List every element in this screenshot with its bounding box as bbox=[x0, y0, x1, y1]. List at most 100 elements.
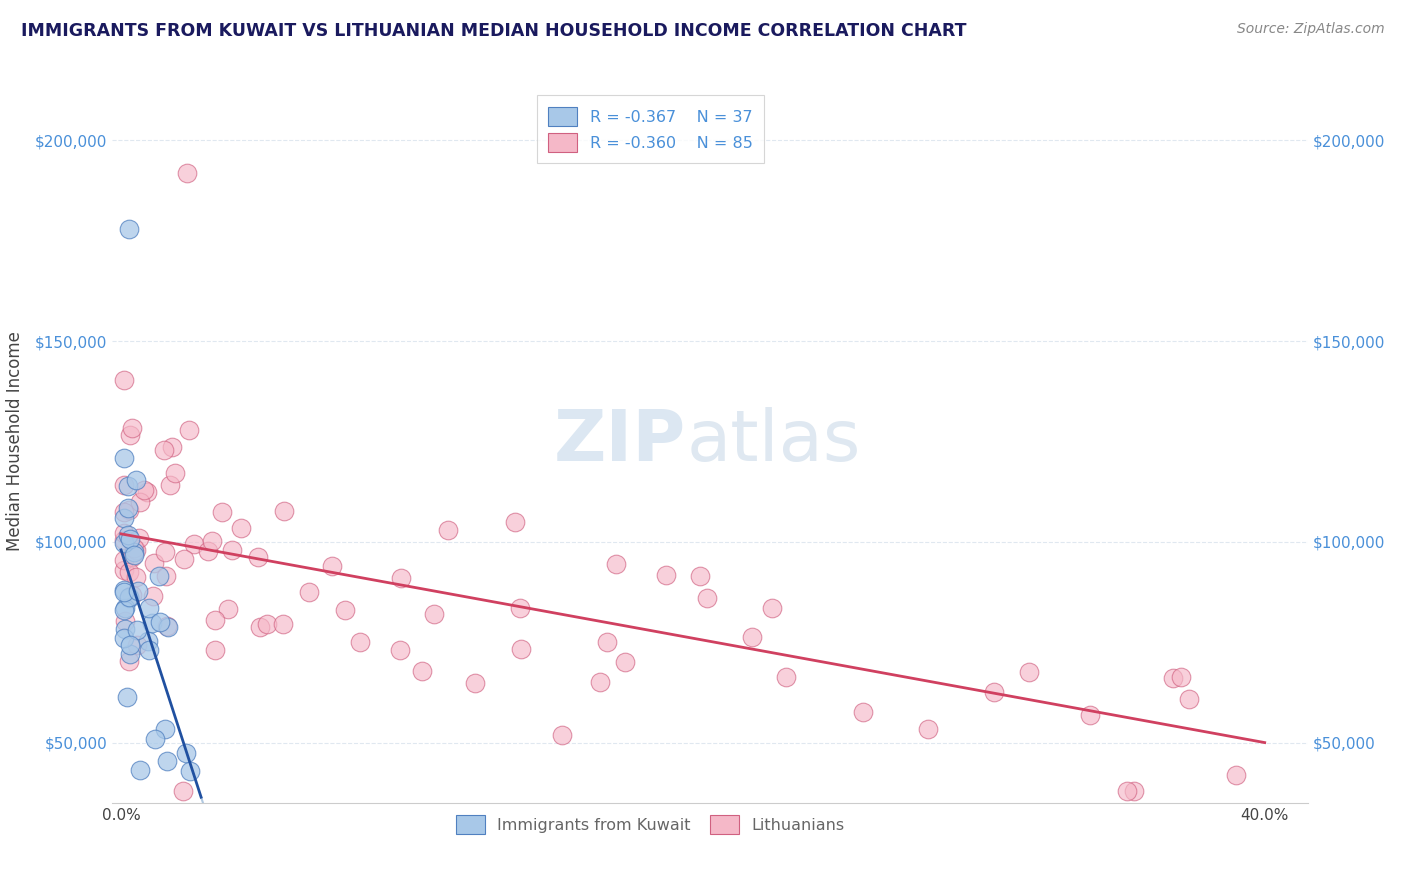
Point bbox=[120, 638, 142, 652]
Point bbox=[112, 533, 135, 548]
Point bbox=[503, 515, 526, 529]
Point bbox=[221, 543, 243, 558]
Point bbox=[422, 607, 444, 621]
Point bbox=[153, 722, 176, 736]
Point bbox=[852, 706, 875, 720]
Point bbox=[613, 655, 636, 669]
Point bbox=[152, 443, 174, 458]
Point bbox=[298, 584, 321, 599]
Point bbox=[1116, 784, 1139, 797]
Point bbox=[112, 553, 135, 567]
Point bbox=[389, 643, 412, 657]
Point bbox=[155, 568, 177, 582]
Point bbox=[121, 421, 143, 435]
Point bbox=[112, 451, 135, 466]
Point bbox=[128, 763, 150, 777]
Point bbox=[121, 588, 143, 602]
Text: ZIP: ZIP bbox=[554, 407, 686, 476]
Text: IMMIGRANTS FROM KUWAIT VS LITHUANIAN MEDIAN HOUSEHOLD INCOME CORRELATION CHART: IMMIGRANTS FROM KUWAIT VS LITHUANIAN MED… bbox=[21, 22, 966, 40]
Point bbox=[335, 602, 357, 616]
Point bbox=[118, 647, 141, 661]
Point bbox=[1170, 670, 1192, 684]
Y-axis label: Median Household Income: Median Household Income bbox=[6, 332, 24, 551]
Point bbox=[112, 582, 135, 597]
Point bbox=[655, 568, 678, 582]
Point bbox=[112, 505, 135, 519]
Point bbox=[589, 674, 612, 689]
Point bbox=[118, 590, 141, 604]
Point bbox=[159, 478, 181, 492]
Text: atlas: atlas bbox=[686, 407, 860, 476]
Point bbox=[138, 633, 160, 648]
Point bbox=[112, 632, 135, 646]
Point bbox=[761, 601, 783, 615]
Point bbox=[436, 523, 458, 537]
Point bbox=[149, 615, 172, 629]
Point bbox=[389, 571, 412, 585]
Point bbox=[156, 619, 179, 633]
Point bbox=[176, 165, 198, 179]
Point bbox=[217, 602, 239, 616]
Point bbox=[509, 641, 531, 656]
Point bbox=[349, 635, 371, 649]
Point bbox=[173, 552, 195, 566]
Point bbox=[464, 676, 486, 690]
Point bbox=[172, 784, 194, 797]
Point bbox=[143, 557, 166, 571]
Point bbox=[129, 495, 152, 509]
Point bbox=[273, 503, 295, 517]
Point bbox=[256, 617, 278, 632]
Point bbox=[135, 485, 157, 500]
Point bbox=[112, 584, 135, 599]
Point bbox=[229, 520, 252, 534]
Point bbox=[1080, 707, 1102, 722]
Point bbox=[128, 531, 150, 545]
Point bbox=[122, 545, 145, 559]
Point bbox=[112, 563, 135, 577]
Point bbox=[127, 584, 149, 599]
Point bbox=[118, 502, 141, 516]
Point bbox=[125, 570, 148, 584]
Point bbox=[122, 541, 145, 556]
Point bbox=[249, 620, 271, 634]
Point bbox=[138, 601, 160, 615]
Point bbox=[174, 746, 197, 760]
Point bbox=[596, 634, 619, 648]
Point bbox=[112, 536, 135, 550]
Point bbox=[117, 500, 139, 515]
Point bbox=[125, 623, 148, 637]
Point bbox=[1161, 671, 1184, 685]
Point bbox=[118, 221, 141, 235]
Point bbox=[1178, 691, 1201, 706]
Point bbox=[141, 616, 163, 631]
Point bbox=[1122, 784, 1144, 797]
Point bbox=[114, 614, 136, 628]
Point bbox=[160, 440, 183, 454]
Point bbox=[124, 543, 146, 558]
Point bbox=[125, 638, 148, 652]
Point bbox=[689, 569, 711, 583]
Point bbox=[509, 600, 531, 615]
Point bbox=[114, 622, 136, 636]
Text: Source: ZipAtlas.com: Source: ZipAtlas.com bbox=[1237, 22, 1385, 37]
Point bbox=[138, 643, 160, 657]
Point bbox=[983, 685, 1005, 699]
Point bbox=[917, 722, 939, 736]
Point bbox=[115, 690, 138, 705]
Point bbox=[118, 565, 141, 579]
Point bbox=[156, 620, 179, 634]
Point bbox=[411, 664, 433, 678]
Point bbox=[551, 729, 574, 743]
Point bbox=[211, 505, 233, 519]
Point bbox=[117, 479, 139, 493]
Point bbox=[125, 473, 148, 487]
Point bbox=[321, 559, 343, 574]
Point bbox=[201, 534, 224, 549]
Point bbox=[271, 617, 294, 632]
Point bbox=[112, 511, 135, 525]
Point bbox=[148, 569, 170, 583]
Point bbox=[204, 613, 226, 627]
Point bbox=[118, 533, 141, 547]
Point bbox=[112, 526, 135, 541]
Point bbox=[605, 557, 627, 571]
